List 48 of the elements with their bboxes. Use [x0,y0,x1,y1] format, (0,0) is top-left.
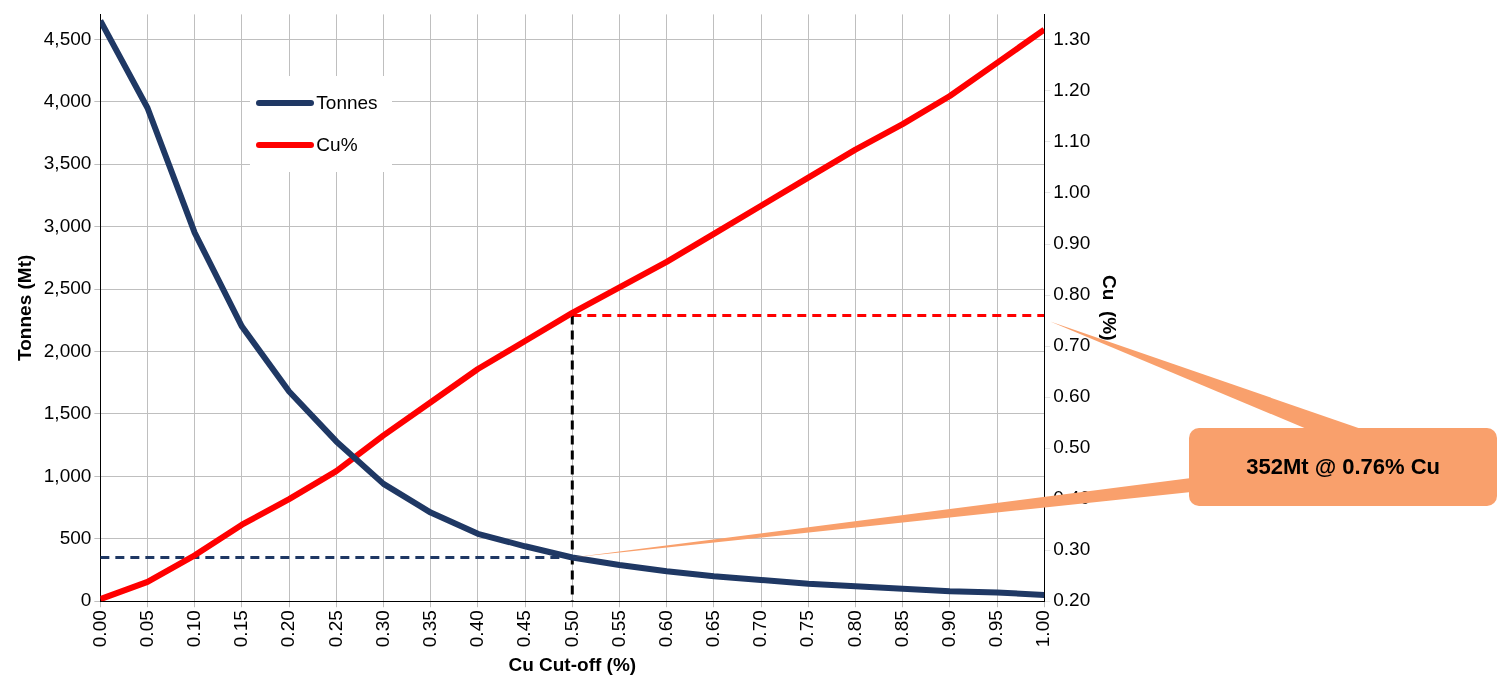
y2-tick-label: 1.30 [1053,28,1091,50]
x-tick-label: 0.65 [702,610,724,648]
y2-tick-label: 0.90 [1053,232,1091,254]
x-tick-label: 0.70 [749,610,771,648]
legend-label: Tonnes [316,92,378,115]
x-tick-label: 0.60 [654,610,676,648]
y2-tick-label: 0.60 [1053,385,1091,407]
y2-tick-label: 0.50 [1053,436,1091,458]
y2-tick-label: 1.00 [1053,181,1091,203]
x-tick-label: 0.10 [182,610,204,648]
y2-tick-label: 0.30 [1053,538,1091,560]
x-tick-label: 0.25 [324,610,346,648]
y-tick-label: 500 [59,527,92,549]
legend-label: Cu% [316,134,358,157]
x-tick-label: 0.40 [466,610,488,648]
y-tick-label: 3,000 [43,214,92,236]
y-tick-label: 2,500 [43,277,92,299]
x-axis-title: Cu Cut-off (%) [508,653,637,675]
y-tick-label: 0 [80,589,92,611]
y-tick-label: 4,000 [43,90,92,112]
y-tick-label: 1,500 [43,402,92,424]
y2-tick-label: 1.10 [1053,130,1091,152]
x-tick-label: 0.20 [277,610,299,648]
x-tick-label: 0.30 [371,610,393,648]
y-tick-label: 4,500 [43,27,92,49]
x-tick-label: 0.55 [607,610,629,648]
y2-tick-label: 1.20 [1053,79,1091,101]
x-tick-label: 0.75 [796,610,818,648]
y2-tick-label: 0.80 [1053,283,1091,305]
y-tick-label: 3,500 [43,152,92,174]
x-tick-label: 0.35 [418,610,440,648]
x-tick-label: 1.00 [1032,610,1054,648]
x-tick-label: 0.95 [985,610,1007,648]
x-tick-label: 0.45 [513,610,535,648]
x-tick-label: 0.85 [890,610,912,648]
y-tick-label: 2,000 [43,339,92,361]
y-axis-title: Tonnes (Mt) [13,254,35,361]
x-tick-label: 0.50 [560,610,582,648]
text: 352Mt @ 0.76% Cu [1189,428,1497,506]
x-tick-label: 0.00 [88,610,110,648]
y2-axis-title: Cu (%) [1099,275,1121,341]
y2-tick-label: 0.70 [1053,334,1091,356]
x-tick-label: 0.80 [843,610,865,648]
y-tick-label: 1,000 [43,464,92,486]
x-tick-label: 0.90 [938,610,960,648]
y2-tick-label: 0.20 [1053,589,1091,611]
x-tick-label: 0.05 [135,610,157,648]
x-tick-label: 0.15 [230,610,252,648]
